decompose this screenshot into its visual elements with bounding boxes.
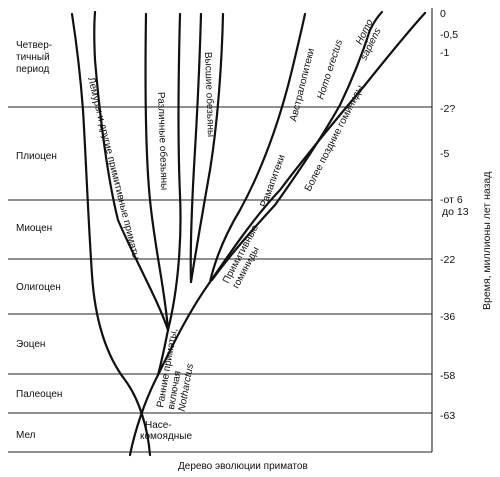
- time-tick-labels: 0 -0,5 -1 -2? -5 -от 6 до 13 -22 -36 -58…: [440, 8, 469, 422]
- tick-label: -58: [440, 370, 455, 382]
- tick-label: -5: [440, 148, 449, 160]
- branch-australopithecus: [208, 12, 307, 284]
- tick-label: -1: [440, 47, 449, 59]
- tick-label: -2?: [440, 103, 455, 115]
- period-label-paleocene: Палеоцен: [16, 389, 62, 400]
- label-homo-sapiens: Homo sapiens: [349, 15, 387, 62]
- branch-lemurs-inner: [93, 10, 170, 377]
- period-label-miocene: Миоцен: [16, 223, 52, 234]
- branch-hominid-trunk: [128, 11, 427, 457]
- branch-monkeys-right: [166, 12, 182, 332]
- tick-label: -от 6: [440, 194, 463, 206]
- tick-label: 0: [440, 8, 446, 20]
- period-boundaries: [8, 106, 432, 453]
- period-label-eocene: Эоцен: [16, 339, 45, 350]
- period-label-cretaceous: Мел: [16, 430, 36, 441]
- branch-higher-apes-left: [189, 12, 203, 284]
- label-australopithecus: Австралопитеки: [288, 47, 317, 123]
- time-axis-title: Время, миллионы лет назад: [481, 172, 493, 310]
- branch-labels: Насе- комоядные Ранние приматы, включая …: [85, 15, 387, 442]
- label-later-hominids: Более поздние гоминиды: [303, 83, 366, 193]
- period-label-quaternary: Четвер- тичный период: [16, 40, 55, 75]
- label-early-primates: Ранние приматы, включая Notharctus: [155, 325, 202, 412]
- period-label-oligocene: Олигоцен: [16, 282, 61, 293]
- figure-caption: Дерево эволюции приматов: [178, 461, 308, 472]
- tick-label: -36: [440, 311, 455, 323]
- tree-branches: [70, 10, 427, 457]
- tick-label: до 13: [442, 206, 469, 218]
- label-lemurs: Лемуры и другие примитивные приматы: [85, 76, 141, 261]
- label-various-monkeys: Различные обезьяны: [155, 92, 170, 191]
- branch-higher-apes-right: [189, 12, 225, 284]
- branch-monkeys: [144, 12, 170, 332]
- label-homo-erectus: Homo erectus: [315, 38, 345, 101]
- label-higher-apes: Высшие обезьяны: [202, 52, 217, 138]
- branch-lemurs-left: [70, 12, 152, 457]
- tick-label: -0,5: [440, 29, 458, 41]
- branch-later-hominids: [210, 10, 384, 282]
- label-insectivores: Насе- комоядные: [140, 420, 192, 442]
- tick-label: -63: [440, 410, 455, 422]
- period-labels: Четвер- тичный период Плиоцен Миоцен Оли…: [16, 40, 62, 441]
- period-label-pliocene: Плиоцен: [16, 151, 57, 162]
- tick-label: -22: [440, 254, 455, 266]
